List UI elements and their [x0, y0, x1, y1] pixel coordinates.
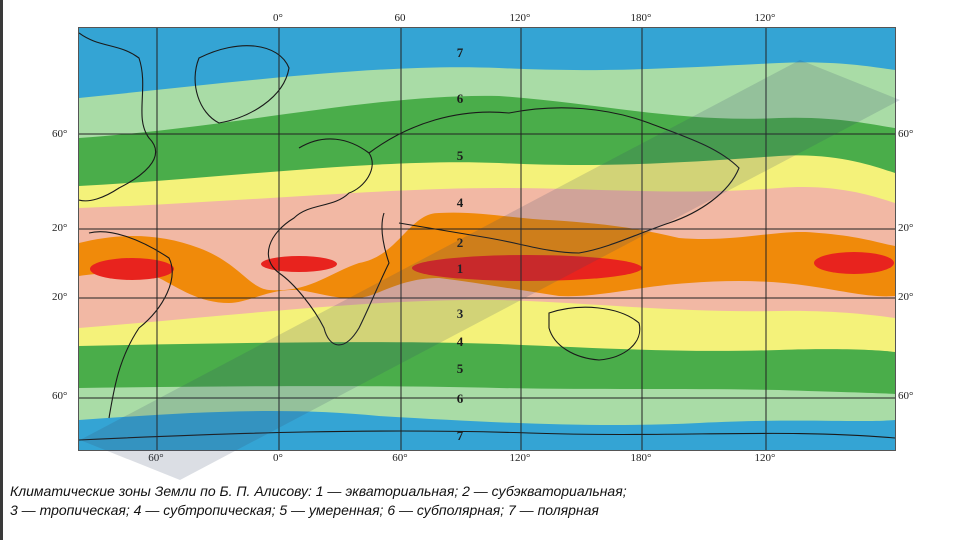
zone-label-polar-south: 7: [456, 428, 464, 443]
greenland-outline: [194, 45, 290, 124]
zone-band-equatorial-pacific: [814, 252, 894, 274]
right-latitude-label: 20°: [898, 291, 914, 303]
slide-left-border: [0, 0, 3, 540]
right-latitude-label: 20°: [898, 222, 914, 234]
zone-label-temperate-south: 5: [456, 361, 464, 376]
bottom-longitude-label: 120°: [509, 452, 531, 464]
zone-label-tropical: 3: [456, 306, 464, 321]
zone-label-subpolar-north: 6: [456, 91, 464, 106]
top-longitude-label: 60: [394, 12, 406, 24]
climate-zones-map: 7 6 5 4 2 1 3 4 5 6 7: [78, 27, 896, 451]
map-graticule: [79, 28, 895, 450]
left-latitude-label: 60°: [52, 128, 68, 140]
top-longitude-label: 180°: [630, 12, 652, 24]
zone-label-temperate-north: 5: [456, 148, 464, 163]
bottom-longitude-label: 60°: [392, 452, 408, 464]
zone-band-polar-south: [79, 411, 895, 450]
zone-label-subtropical-south: 4: [456, 334, 464, 349]
south-america-outline: [88, 231, 173, 419]
eurasia-outline: [368, 107, 740, 254]
caption-line: 3 — тропическая; 4 — субтропическая; 5 —…: [10, 502, 599, 518]
top-longitude-label: 0°: [273, 12, 283, 24]
left-latitude-label: 60°: [52, 390, 68, 402]
top-longitude-label: 120°: [754, 12, 776, 24]
left-latitude-label: 20°: [52, 291, 68, 303]
right-latitude-label: 60°: [898, 390, 914, 402]
right-latitude-label: 60°: [898, 128, 914, 140]
zone-label-polar-north: 7: [456, 45, 464, 60]
zone-band-equatorial-asia: [412, 255, 642, 281]
top-longitude-label: 120°: [509, 12, 531, 24]
left-latitude-label: 20°: [52, 222, 68, 234]
bottom-longitude-label: 120°: [754, 452, 776, 464]
bottom-longitude-label: 0°: [273, 452, 283, 464]
zone-label-subtropical-north: 4: [456, 195, 464, 210]
zone-label-equatorial: 1: [456, 261, 464, 276]
bottom-longitude-label: 60°: [148, 452, 164, 464]
climate-map-canvas: [79, 28, 895, 450]
map-caption: Климатические зоны Земли по Б. П. Алисов…: [10, 482, 950, 520]
bottom-longitude-label: 180°: [630, 452, 652, 464]
north-america-outline: [79, 32, 157, 202]
zone-band-equatorial-america: [90, 258, 174, 280]
continent-outlines: [79, 32, 895, 441]
zone-label-subpolar-south: 6: [456, 391, 464, 406]
zone-label-subequatorial: 2: [456, 235, 464, 250]
zone-band-equatorial-africa: [261, 256, 337, 272]
caption-line: Климатические зоны Земли по Б. П. Алисов…: [10, 483, 627, 499]
antarctica-outline: [79, 430, 895, 441]
australia-outline: [548, 306, 641, 361]
